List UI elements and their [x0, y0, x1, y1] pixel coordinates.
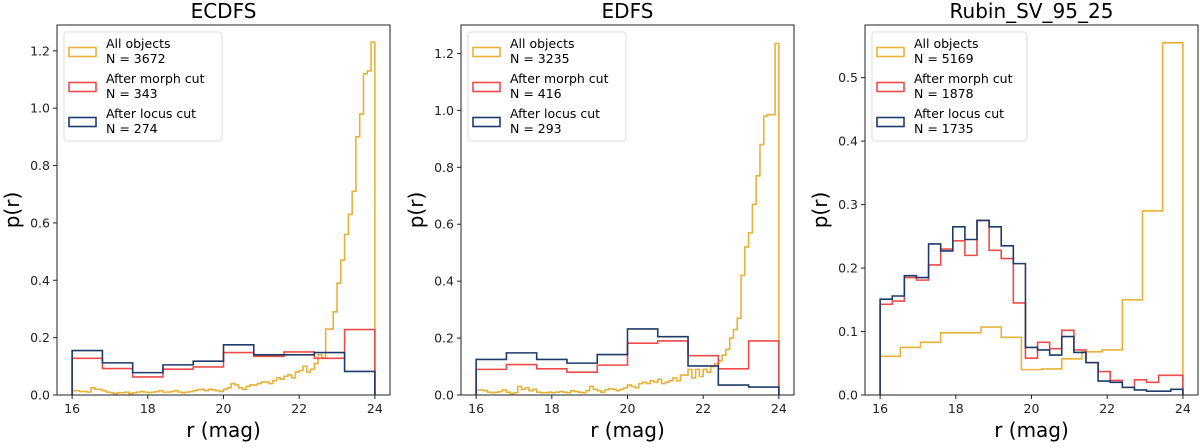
legend-count: N = 416: [510, 86, 562, 101]
legend-patch: [472, 81, 501, 93]
y-tick-label: 1.2: [434, 46, 454, 61]
y-axis-label: p(r): [0, 192, 24, 229]
y-tick-label: 0.6: [30, 215, 50, 230]
x-tick-label: 22: [695, 401, 711, 416]
legend-patch: [68, 81, 97, 93]
x-tick-label: 20: [1024, 401, 1040, 416]
legend-count: N = 293: [510, 121, 562, 136]
y-tick-label: 0.0: [30, 388, 50, 403]
legend-patch: [68, 46, 97, 58]
x-tick-label: 22: [291, 401, 307, 416]
legend-patch: [876, 81, 905, 93]
histogram-all-objects: [879, 41, 1184, 395]
x-tick-label: 18: [544, 401, 560, 416]
legend-count: N = 274: [106, 121, 158, 136]
legend-label: After locus cut: [510, 106, 600, 121]
y-tick-label: 0.4: [838, 134, 858, 149]
x-tick-label: 20: [620, 401, 636, 416]
y-tick-label: 0.0: [838, 388, 858, 403]
x-tick-label: 16: [64, 401, 80, 416]
x-tick-label: 16: [468, 401, 484, 416]
chart-title: Rubin_SV_95_25: [950, 0, 1114, 23]
y-tick-label: 0.2: [30, 330, 50, 345]
x-tick-label: 18: [948, 401, 964, 416]
x-tick-label: 18: [140, 401, 156, 416]
x-tick-label: 22: [1099, 401, 1115, 416]
legend-label: After locus cut: [914, 106, 1004, 121]
histogram-after-locus-cut: [475, 328, 780, 395]
y-tick-label: 0.4: [434, 274, 454, 289]
legend-label: After morph cut: [510, 71, 609, 86]
histogram-all-objects: [475, 42, 780, 395]
legend-patch: [876, 116, 905, 128]
panel-0: 16 18 20 22 24 0.0 0.2 0.4 0.6 0.8 1.0 1.2 ECDFS r (m…: [0, 0, 391, 442]
x-tick-label: 20: [216, 401, 232, 416]
legend-patch: [876, 46, 905, 58]
y-tick-label: 0.2: [838, 261, 858, 276]
x-axis-label: r (mag): [186, 418, 261, 442]
legend-patch: [472, 46, 501, 58]
legend-box: [467, 31, 627, 142]
y-tick-label: 0.5: [838, 70, 858, 85]
panel-1: 16 18 20 22 24 0.0 0.2 0.4 0.6 0.8 1.0 1.2 EDFS r (ma…: [404, 0, 795, 442]
y-axis-label: p(r): [808, 192, 832, 229]
histogram-after-locus-cut: [71, 344, 376, 395]
legend-label: All objects: [106, 36, 171, 51]
legend-count: N = 5169: [914, 51, 974, 66]
legend-patch: [472, 116, 501, 128]
legend-label: All objects: [914, 36, 979, 51]
histogram-all-objects: [71, 41, 376, 395]
y-tick-label: 0.6: [434, 217, 454, 232]
y-tick-label: 0.0: [434, 388, 454, 403]
legend-label: After locus cut: [106, 106, 196, 121]
legend-count: N = 1735: [914, 121, 974, 136]
legend-label: All objects: [510, 36, 575, 51]
panel-2: 16 18 20 22 24 0.0 0.1 0.2 0.3 0.4 0.5 Rubin_SV_95_…: [808, 0, 1199, 442]
x-axis-label: r (mag): [994, 418, 1069, 442]
legend-label: After morph cut: [106, 71, 205, 86]
y-tick-label: 0.8: [30, 158, 50, 173]
x-tick-label: 24: [367, 401, 383, 416]
legend-count: N = 1878: [914, 86, 974, 101]
y-tick-label: 1.0: [434, 103, 454, 118]
legend-count: N = 3235: [510, 51, 570, 66]
legend-box: [63, 31, 223, 142]
legend-patch: [68, 116, 97, 128]
y-tick-label: 0.1: [838, 324, 858, 339]
x-tick-label: 24: [1175, 401, 1191, 416]
x-axis-label: r (mag): [590, 418, 665, 442]
chart-title: ECDFS: [191, 0, 257, 23]
y-tick-label: 0.4: [30, 273, 50, 288]
y-tick-label: 1.2: [30, 43, 50, 58]
y-tick-label: 1.0: [30, 101, 50, 116]
y-axis-label: p(r): [404, 192, 428, 229]
chart-title: EDFS: [602, 0, 654, 23]
y-tick-label: 0.2: [434, 331, 454, 346]
y-tick-label: 0.8: [434, 160, 454, 175]
legend-count: N = 3672: [106, 51, 166, 66]
legend-label: After morph cut: [914, 71, 1013, 86]
histogram-after-locus-cut: [879, 219, 1184, 395]
legend-box: [871, 31, 1028, 142]
x-tick-label: 16: [872, 401, 888, 416]
x-tick-label: 24: [771, 401, 787, 416]
y-tick-label: 0.3: [838, 197, 858, 212]
legend-count: N = 343: [106, 86, 158, 101]
